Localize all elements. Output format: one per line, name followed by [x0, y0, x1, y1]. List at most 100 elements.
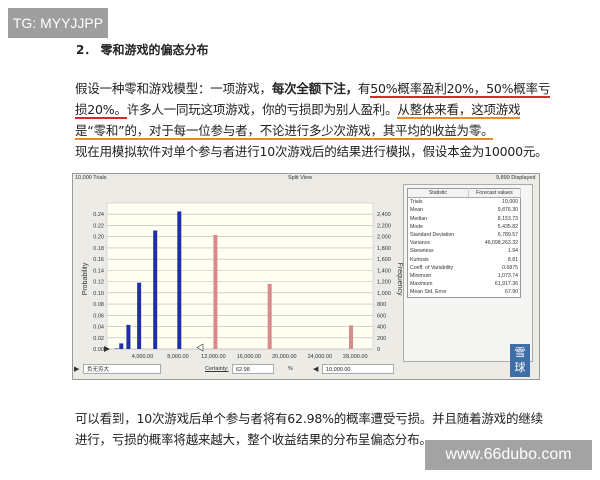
logo-text: 雪球: [514, 346, 526, 374]
y2-tick-label: 1,200: [377, 280, 391, 286]
right-bound-input[interactable]: 10,000.00: [322, 364, 394, 374]
stat-name: Kurtosis: [410, 256, 429, 263]
y2-tick-label: 600: [377, 313, 386, 319]
y-tick-label: 0.12: [93, 280, 104, 286]
right-bound-marker[interactable]: [196, 343, 204, 352]
stat-row: Coeff. of Variability 0.6875: [408, 264, 521, 272]
y2-tick-label: 2,400: [377, 212, 391, 218]
view-label: Split View: [288, 175, 313, 181]
watermark-tg: TG: MYYJJPP: [8, 8, 108, 38]
left-arrow-icon[interactable]: ▶: [74, 365, 80, 373]
xueqiu-logo: 雪球: [510, 344, 530, 377]
histogram-bar-loss: [153, 230, 158, 349]
red-underlined-text: 损20%。: [75, 102, 127, 119]
bars: [114, 211, 354, 349]
stat-value: 1,073.74: [497, 273, 518, 280]
stat-value: 61,917.36: [494, 281, 518, 288]
y2-tick-label: 1,000: [377, 291, 391, 297]
stat-row: Minimum 1,073.74: [408, 272, 521, 280]
y2-tick-label: 400: [377, 325, 386, 331]
stat-value: 67.90: [505, 289, 518, 296]
stat-value: 8.81: [507, 256, 518, 263]
stat-row: Skewness 1.94: [408, 247, 521, 255]
y2-tick-label: 200: [377, 336, 386, 342]
section-heading: 2． 零和游戏的偏态分布: [76, 43, 209, 57]
stat-name: Median: [410, 215, 428, 222]
y-tick-label: 0.22: [93, 223, 104, 229]
histogram-chart: 0.00 0.02 0.04 0.06 0.08 0.10 0.12 0.14 0.16 0.18…: [82, 202, 403, 360]
histogram-bar-gain: [267, 283, 272, 349]
stat-row: Median 8,153.73: [408, 215, 521, 223]
plot-area: [106, 202, 374, 350]
y-tick-labels: 0.00 0.02 0.04 0.06 0.08 0.10 0.12 0.14 0.16 0.18…: [93, 212, 104, 353]
paragraph1-line3: 是“零和”的，对于每一位参与者，不论进行多少次游戏，其平均的收益为零。: [75, 122, 494, 140]
y2-axis-label: Frequency: [396, 262, 403, 296]
left-bound-marker[interactable]: [104, 346, 110, 352]
trials-label: 10,000 Trials: [75, 175, 107, 181]
stat-value: 10,000: [502, 199, 518, 206]
text: 有: [357, 81, 371, 96]
y-tick-label: 0.18: [93, 246, 104, 252]
y2-tick-label: 1,400: [377, 268, 391, 274]
y2-tick-label: 800: [377, 302, 386, 308]
histogram-bar-gain: [213, 235, 218, 349]
y-tick-label: 0.24: [93, 212, 104, 218]
y-tick-label: 0.10: [93, 291, 104, 297]
stat-name: Variance: [410, 240, 431, 247]
histogram-bar-loss: [126, 324, 131, 349]
histogram-bar-loss: [114, 348, 119, 349]
certainty-label: Certainty:: [205, 366, 229, 372]
bold-text: 每次全额下注，: [271, 81, 358, 96]
y-tick-label: 0.04: [93, 325, 104, 331]
stat-name: Standard Deviation: [410, 232, 455, 239]
stat-row: Mode 5,435.82: [408, 223, 521, 231]
left-bound-input[interactable]: 负无穷大: [83, 364, 161, 374]
y-axis-label: Probability: [82, 262, 89, 295]
x-tick-label: 24,000.00: [308, 354, 332, 360]
stat-value: 6,789.57: [497, 232, 518, 239]
statistics-table: Statistic Forecast values Trials 10,000 Me…: [407, 188, 522, 298]
red-underlined-text: 50%概率盈利20%，50%概率亏: [370, 81, 551, 98]
y2-tick-label: 1,600: [377, 257, 391, 263]
histogram-bar-loss: [137, 282, 142, 349]
stat-name: Coeff. of Variability: [410, 264, 454, 271]
text: 假设一种零和游戏模型：一项游戏，: [75, 81, 272, 96]
stat-value: 8,153.73: [497, 215, 518, 222]
text: 许多人一同玩这项游戏，你的亏损即为别人盈利。: [126, 102, 398, 117]
stat-header: Statistic: [407, 188, 469, 199]
x-tick-labels: 4,000.00 8,000.00 12,000.00 16,000.00 20,000…: [132, 354, 368, 360]
orange-underlined-text: 是“零和”的，对于每一位参与者，不论进行多少次游戏，其平均的收益为零。: [75, 123, 494, 140]
stat-row: Variance 46,098,263.32: [408, 239, 521, 247]
y-tick-label: 0.00: [93, 347, 104, 353]
stat-row: Standard Deviation 6,789.57: [408, 231, 521, 239]
stat-row: Trials 10,000: [408, 198, 521, 207]
y-tick-label: 0.02: [93, 336, 104, 342]
stat-name: Mean Std. Error: [410, 289, 447, 296]
histogram-bar-gain: [349, 325, 354, 349]
value-header: Forecast values: [468, 188, 522, 199]
stat-name: Mode: [410, 223, 423, 230]
stat-value: 5,435.82: [497, 223, 518, 230]
watermark-site: www.66dubo.com: [425, 440, 592, 470]
paragraph1-line4: 现在用模拟软件对单个参与者进行10次游戏后的结果进行模拟，假设本金为10000元…: [75, 144, 548, 159]
x-tick-label: 16,000.00: [237, 354, 261, 360]
x-tick-label: 28,000.00: [343, 354, 367, 360]
orange-underlined-text: 从整体来看，这项游戏: [397, 102, 521, 119]
stat-row: Kurtosis 8.81: [408, 256, 521, 264]
histogram-bar-loss: [119, 343, 124, 349]
stat-name: Maximum: [410, 281, 433, 288]
right-arrow-icon[interactable]: ◀: [313, 365, 319, 373]
stat-name: Mean: [410, 207, 423, 214]
y2-tick-label: 1,800: [377, 246, 391, 252]
y2-tick-label: 2,000: [377, 235, 391, 241]
y2-tick-labels: 0 200 400 600 800 1,000 1,200 1,400 1,600 1,800 2,…: [377, 212, 391, 353]
stat-row: Mean Std. Error 67.90: [408, 288, 521, 297]
y2-tick-label: 0: [377, 347, 380, 353]
paragraph2-line1: 可以看到，10次游戏后单个参与者将有62.98%的概率遭受亏损。并且随着游戏的继…: [75, 411, 543, 426]
y-tick-label: 0.16: [93, 257, 104, 263]
certainty-input[interactable]: 62.98: [232, 364, 274, 374]
y-tick-label: 0.06: [93, 313, 104, 319]
paragraph1-line1: 假设一种零和游戏模型：一项游戏，每次全额下注，有50%概率盈利20%，50%概率…: [75, 80, 550, 98]
percent-label: %: [288, 366, 293, 372]
displayed-label: 9,899 Displayed: [496, 175, 536, 181]
